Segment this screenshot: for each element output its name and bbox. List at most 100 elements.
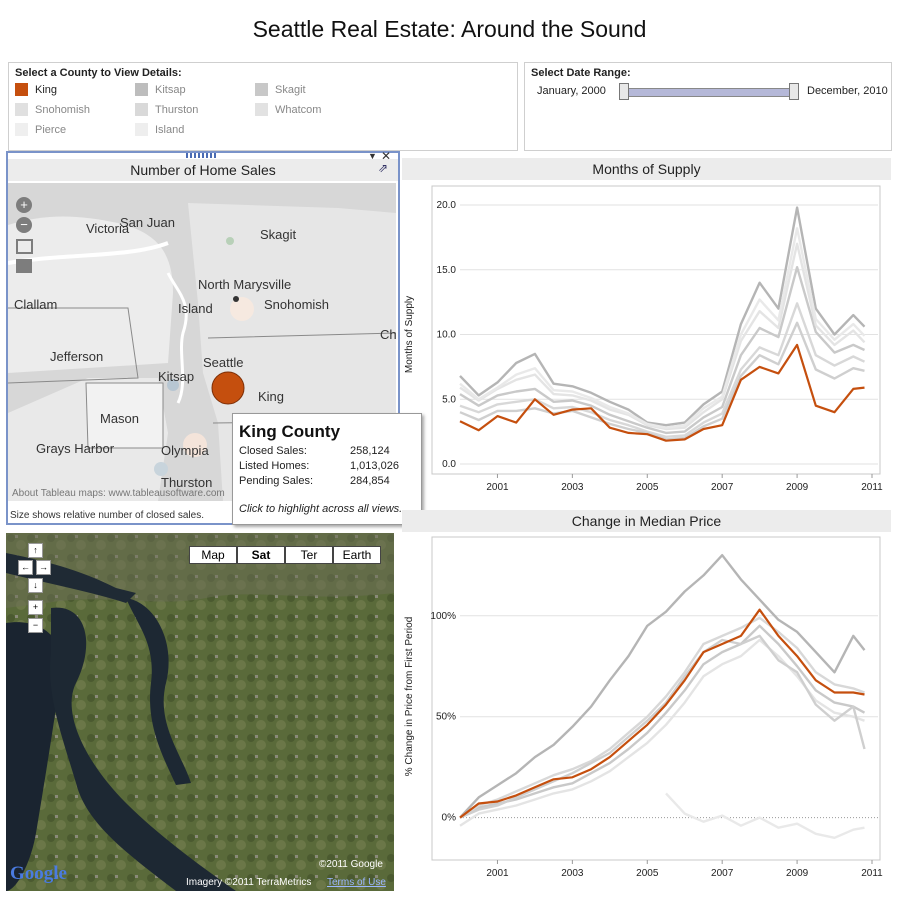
county-item-whatcom[interactable]: Whatcom [255,103,321,116]
series-line-king [459,608,865,819]
map-label-seattle: Seattle [203,355,243,370]
tooltip-hint: Click to highlight across all views. [239,503,403,515]
sat-zoom-out-button[interactable]: − [28,618,43,633]
map-type-ter[interactable]: Ter [285,546,333,564]
map-label-island: Island [178,301,213,316]
zoom-in-button[interactable]: + [16,197,32,213]
county-item-snohomish[interactable]: Snohomish [15,103,90,116]
median-price-chart[interactable]: 0% 50% 100% 2001 2003 2005 2007 2009 2011 % Chang… [400,535,894,887]
x-tick-label: 2001 [486,868,509,879]
series-line [459,634,866,819]
pan-right-button[interactable]: → [36,560,51,575]
county-filter-label: Select a County to View Details: [15,67,182,79]
series-line [459,242,866,431]
satellite-copyright: ©2011 Google [319,859,383,870]
pan-down-button[interactable]: ↓ [28,578,43,593]
tooltip-row-value: 1,013,026 [350,460,399,472]
panel-menu-icon[interactable]: ▼ [368,151,377,161]
tooltip-row-value: 258,124 [350,445,390,457]
map-caption: Size shows relative number of closed sal… [10,510,204,521]
date-range-end-handle[interactable] [789,83,799,100]
map-label-north-marysville: North Marysville [198,277,291,292]
satellite-terms-link[interactable]: Terms of Use [327,877,386,888]
map-label-victoria: Victoria [86,221,130,236]
y-axis-label: % Change in Price from First Period [404,617,415,777]
map-label-jefferson: Jefferson [50,349,103,364]
county-item-thurston[interactable]: Thurston [135,103,198,116]
series-line [459,227,866,429]
x-tick-label: 2001 [486,482,509,493]
date-range-start: January, 2000 [537,85,606,97]
map-label-king: King [258,389,284,404]
county-swatch [135,103,148,116]
county-label: Whatcom [275,103,322,116]
series-line [459,554,866,819]
county-item-king[interactable]: King [15,83,57,96]
map-label-olympia: Olympia [161,443,209,458]
pan-left-button[interactable]: ← [18,560,33,575]
y-tick-label: 100% [430,611,456,622]
county-label: Snohomish [35,103,91,116]
close-icon[interactable]: ✕ [381,149,392,163]
map-title: Number of Home Sales [8,159,398,181]
minus-icon: − [20,217,28,232]
county-item-kitsap[interactable]: Kitsap [135,83,186,96]
map-type-map[interactable]: Map [189,546,237,564]
county-item-pierce[interactable]: Pierce [15,123,66,136]
map-label-mason: Mason [100,411,139,426]
google-logo[interactable]: Google [10,863,67,884]
zoom-out-button[interactable]: − [16,217,32,233]
x-tick-label: 2009 [786,482,809,493]
county-swatch [15,83,28,96]
plot-frame [431,185,881,475]
y-tick-label: 0.0 [442,459,456,470]
rect-select-icon[interactable] [16,239,33,254]
series-line [459,302,866,438]
dashboard-title: Seattle Real Estate: Around the Sound [252,16,647,42]
x-tick-label: 2005 [636,868,659,879]
tooltip-title: King County [239,422,341,441]
county-label: Skagit [275,83,306,96]
pan-up-button[interactable]: ↑ [28,543,43,558]
tooltip-row-value: 284,854 [350,475,390,487]
date-range-label: Select Date Range: [531,67,631,79]
sat-zoom-in-button[interactable]: + [28,600,43,615]
x-tick-label: 2005 [636,482,659,493]
map-label-skagit: Skagit [260,227,297,242]
date-range-track[interactable] [625,88,795,97]
county-swatch [15,123,28,136]
map-label-clallam: Clallam [14,297,57,312]
map-type-sat[interactable]: Sat [237,546,285,564]
map-type-earth[interactable]: Earth [333,546,381,564]
county-filter-panel: Select a County to View Details: King Kit… [8,62,518,151]
popout-icon[interactable]: ⇗ [378,161,389,175]
x-tick-label: 2011 [861,868,883,879]
x-tick-label: 2003 [561,482,584,493]
county-item-island[interactable]: Island [135,123,184,136]
county-swatch [135,123,148,136]
map-label-snohomish: Snohomish [264,297,329,312]
series-line [459,266,865,435]
series-line [459,616,865,819]
panel-drag-handle[interactable] [186,153,218,158]
months-of-supply-chart[interactable]: 0.0 5.0 10.0 15.0 20.0 2001 2003 2005 2007 2009 20… [400,184,894,502]
x-tick-label: 2007 [711,482,734,493]
satellite-imagery [6,533,394,891]
months-of-supply-title: Months of Supply [402,158,891,180]
map-attribution[interactable]: About Tableau maps: www.tableausoftware.… [12,488,225,499]
county-label: King [35,83,58,96]
series-line [459,321,865,441]
map-label-ch: Ch [380,327,396,342]
satellite-map[interactable]: ↑ ← → ↓ + − Map Sat Ter Earth Google ©20… [6,533,394,891]
median-price-title: Change in Median Price [402,510,891,532]
satellite-imagery-credit: Imagery ©2011 TerraMetrics [186,877,312,888]
date-range-end: December, 2010 [807,85,888,97]
y-tick-label: 50% [436,712,456,723]
map-label-thurston: Thurston [161,475,212,490]
county-label: Kitsap [155,83,186,96]
county-item-skagit[interactable]: Skagit [255,83,306,96]
date-range-start-handle[interactable] [619,83,629,100]
pin-icon[interactable] [16,259,32,273]
